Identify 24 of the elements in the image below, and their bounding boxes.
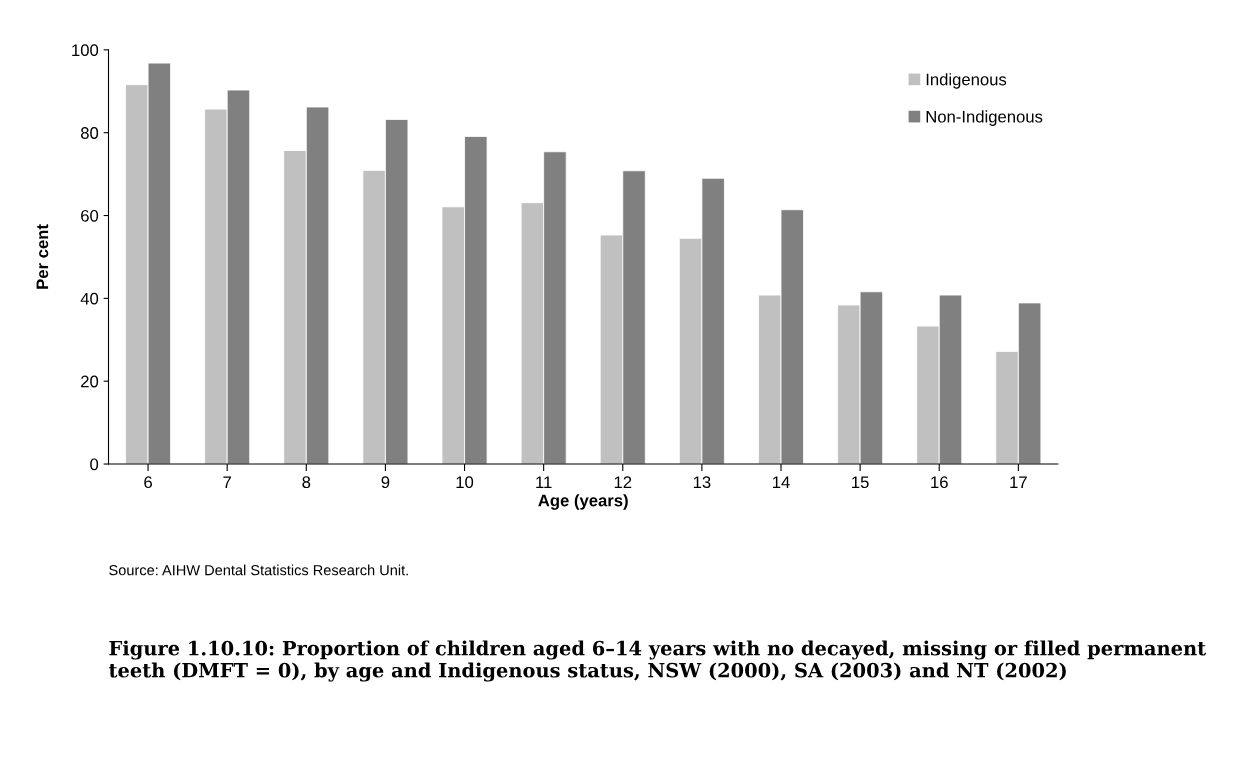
y-tick-label: 0 [90,458,99,471]
legend-label: Indigenous [926,73,1007,89]
y-tick-label: 100 [72,44,99,57]
x-tick-label: 12 [614,476,632,488]
legend-label: Non-Indigenous [926,110,1043,126]
x-tick-label: 16 [931,476,948,489]
y-tick-label: 40 [80,292,99,305]
x-tick-label: 9 [381,476,390,489]
x-tick-label: 8 [302,476,311,489]
x-tick-label: 6 [144,476,152,489]
y-tick-label: 80 [80,127,99,139]
x-axis-title: Age (years) [538,494,628,510]
x-tick-label: 17 [1010,476,1027,488]
y-tick-label: 60 [81,209,99,222]
y-tick-label: 20 [81,375,99,388]
x-tick-label: 10 [456,476,474,489]
x-tick-label: 14 [773,476,790,488]
source-note: Source: AIHW Dental Statistics Research Unit. [109,564,408,576]
text: Figure 1.10.10: Proportion of children aged 6–14 years with no decayed, missing or filled permanent teeth (DMFT = 0), by age and Indigenous status, NSW (2000), SA (2003) and NT (2002) [108,640,1207,682]
x-tick-label: 15 [852,476,869,489]
y-axis-title: Per cent [36,224,49,289]
x-tick-label: 11 [536,476,552,488]
x-tick-label: 7 [223,476,231,488]
x-tick-label: 13 [693,476,711,489]
